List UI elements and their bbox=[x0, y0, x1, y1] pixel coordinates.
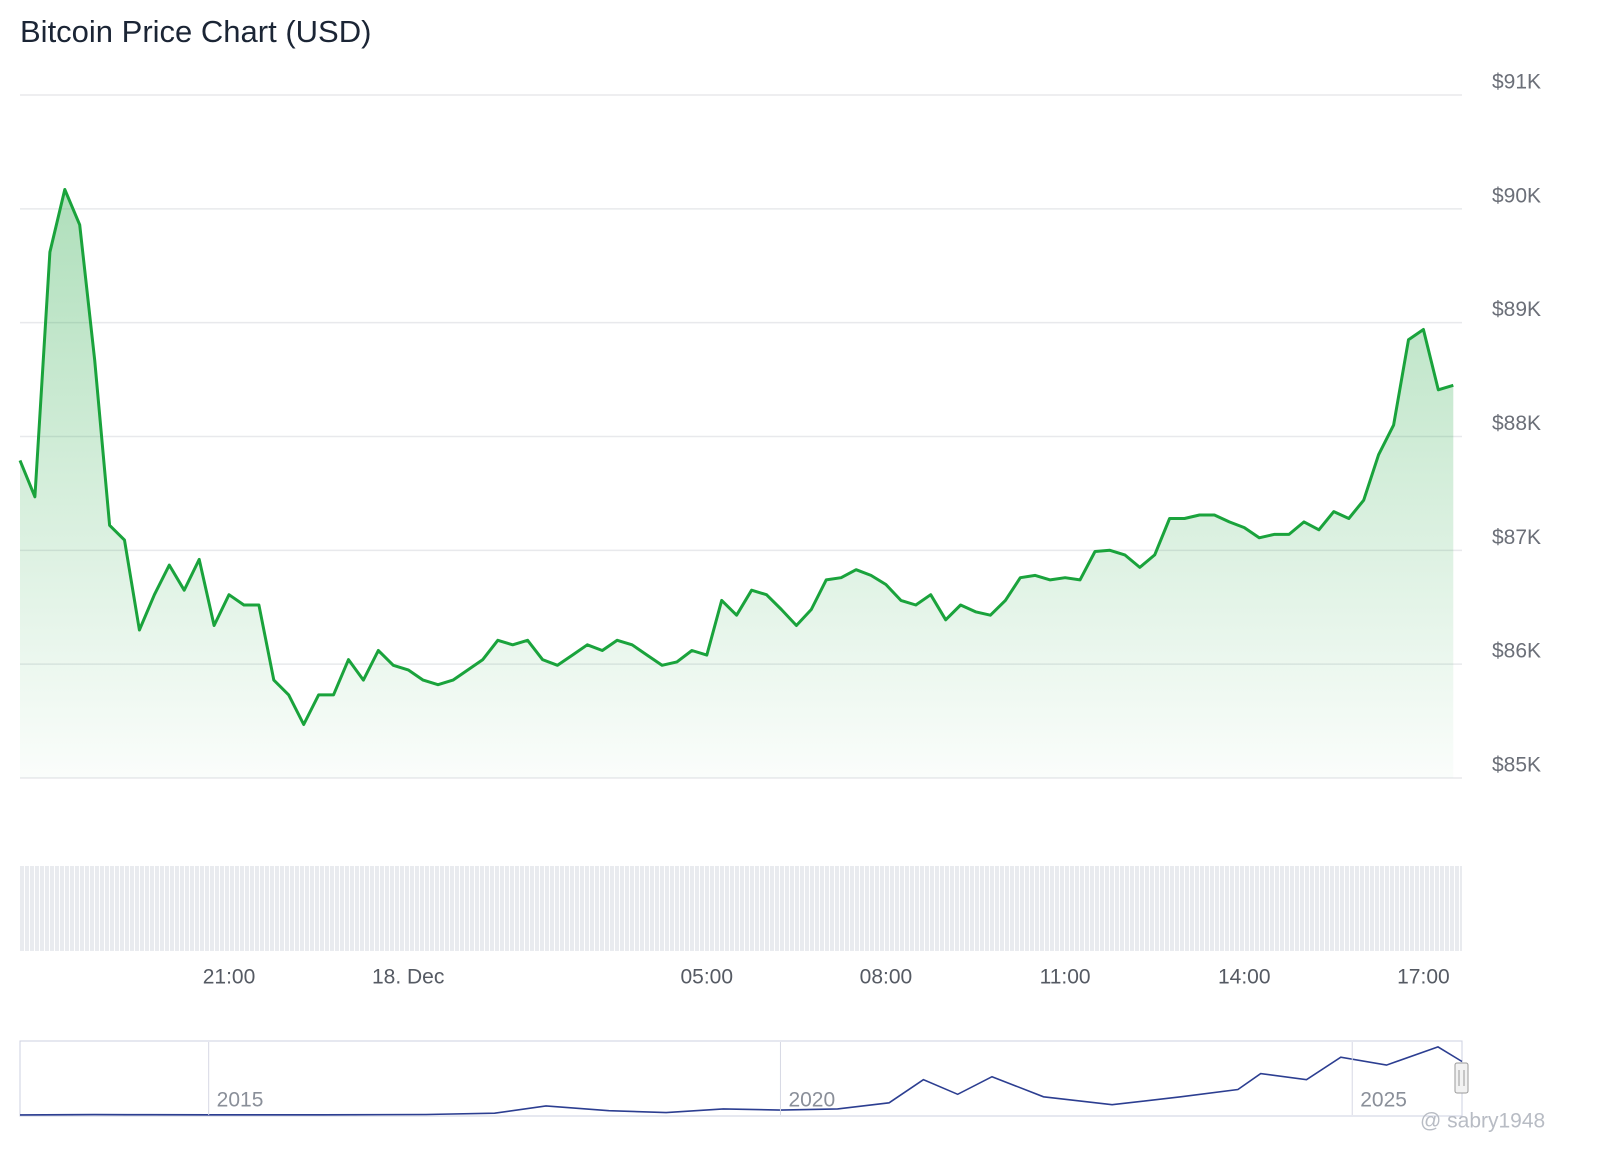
x-tick-label: 14:00 bbox=[1218, 966, 1271, 989]
price-area bbox=[20, 189, 1454, 778]
chart-title: Bitcoin Price Chart (USD) bbox=[20, 14, 371, 49]
navigator-tick-label: 2025 bbox=[1360, 1089, 1407, 1112]
navigator-handle[interactable] bbox=[1454, 1062, 1469, 1094]
y-tick-label: $90K bbox=[1492, 184, 1541, 207]
watermark: @ sabry1948 bbox=[1420, 1110, 1545, 1133]
y-tick-label: $87K bbox=[1492, 526, 1541, 549]
y-tick-label: $85K bbox=[1492, 754, 1541, 777]
y-tick-label: $91K bbox=[1492, 71, 1541, 94]
x-tick-label: 11:00 bbox=[1040, 966, 1091, 989]
navigator-line bbox=[19, 1046, 1463, 1116]
volume-background bbox=[20, 866, 1462, 951]
navigator-tick-label: 2020 bbox=[788, 1089, 835, 1112]
x-tick-label: 21:00 bbox=[203, 966, 256, 989]
y-tick-label: $86K bbox=[1492, 640, 1541, 663]
y-tick-label: $88K bbox=[1492, 412, 1541, 435]
x-tick-label: 17:00 bbox=[1397, 966, 1450, 989]
price-line bbox=[18, 188, 1454, 726]
navigator-tick-label: 2015 bbox=[217, 1089, 264, 1112]
y-tick-label: $89K bbox=[1492, 298, 1541, 321]
x-tick-label: 18. Dec bbox=[372, 966, 444, 989]
x-tick-label: 08:00 bbox=[860, 966, 913, 989]
x-tick-label: 05:00 bbox=[680, 966, 733, 989]
